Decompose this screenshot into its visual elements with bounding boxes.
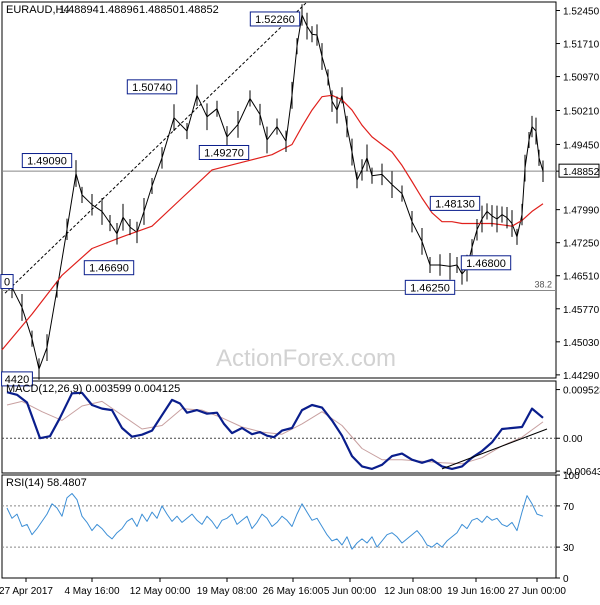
macd-y-tick-label: 0.009523 [563,386,600,397]
macd-y-tick-label: 0.00 [563,434,583,445]
price-label-box [404,279,456,295]
macd-trendline [441,428,548,470]
price-line [1,14,544,370]
x-tick-label: 12 Jun 08:00 [384,586,442,597]
price-y-tick-label: 1.50970 [563,73,600,84]
rsi-line [6,493,544,550]
current-price-label: 1.48852 [563,167,600,178]
price-label-box [429,195,481,211]
price-label: 1.52260 [255,14,295,26]
price-y-tick-label: 1.47990 [563,206,600,217]
price-label-box [126,79,178,95]
header-high: 1.48896 [99,4,139,16]
price-label: 4420 [5,374,29,386]
x-tick-label: 5 Jun 00:00 [324,586,377,597]
price-label: 1.48130 [435,198,475,210]
rsi-y-tick-label: 30 [563,543,575,554]
x-tick-label: 27 Apr 2017 [0,586,53,597]
x-tick-label: 12 May 00:00 [130,586,191,597]
header-close: 1.48852 [179,4,219,16]
price-label-box [460,255,512,271]
price-y-tick-label: 1.51710 [563,40,600,51]
fib-level-label: 38.2 [534,279,552,289]
rsi-title: RSI(14) 58.4807 [6,477,87,489]
price-panel-frame [1,1,557,379]
price-label-box [198,144,250,160]
price-label: 1.49270 [204,147,244,159]
x-tick-label: 26 May 16:00 [263,586,324,597]
watermark-text: ActionForex.com [216,345,396,372]
price-y-tick-label: 1.46510 [563,272,600,283]
ma-line [1,94,544,351]
price-y-tick-label: 1.52450 [563,6,600,17]
price-label-box [249,11,301,27]
macd-signal-line [6,400,544,465]
macd-title: MACD(12,26,9) 0.003599 0.004125 [6,383,180,395]
price-y-tick-label: 1.45770 [563,305,600,316]
price-label-box [83,260,135,276]
price-y-tick-label: 1.49450 [563,140,600,151]
price-label: 1.49090 [27,156,67,168]
macd-panel-frame [1,380,557,474]
rsi-y-tick-label: 70 [563,502,575,513]
price-y-tick-label: 1.47250 [563,239,600,250]
price-y-tick-label: 1.45030 [563,338,600,349]
price-y-tick-label: 1.50210 [563,107,600,118]
x-tick-label: 4 May 16:00 [64,586,119,597]
price-label: 0 [4,277,10,289]
price-y-tick-label: 1.44290 [563,371,600,382]
x-tick-label: 19 May 08:00 [197,586,258,597]
header-open: 1.48894 [59,4,99,16]
current-price-box [558,163,600,178]
rsi-y-tick-label: 0 [563,574,569,585]
x-tick-label: 27 Jun 00:00 [508,586,566,597]
x-tick-label: 19 Jun 16:00 [447,586,505,597]
header-low: 1.48850 [139,4,179,16]
price-label-box [0,274,14,290]
rsi-y-tick-label: 100 [563,471,580,482]
header-symbol: EURAUD,H4 [6,4,70,16]
price-label-box [1,371,33,387]
macd-line [6,391,544,470]
price-label: 1.50740 [132,82,172,94]
rsi-panel-frame [1,474,557,579]
price-label: 1.46250 [410,282,450,294]
price-label-box [21,153,73,169]
trendline [4,1,308,294]
price-label: 1.46690 [89,263,129,275]
price-label: 1.46800 [466,258,506,270]
